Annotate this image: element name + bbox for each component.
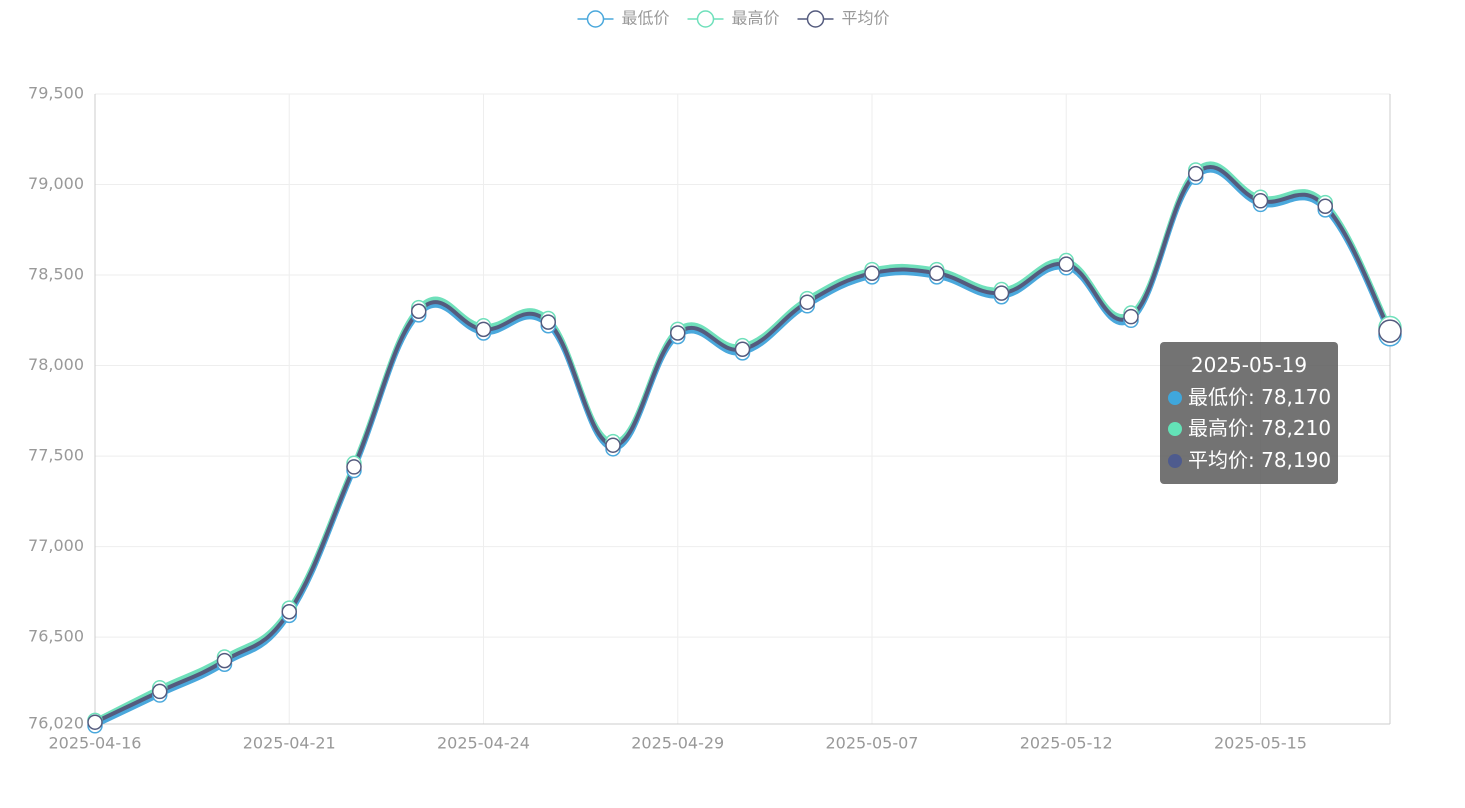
tooltip-text: 最低价: 78,170 bbox=[1188, 384, 1332, 409]
point bbox=[346, 459, 362, 475]
point bbox=[929, 265, 945, 281]
y-tick-label: 78,000 bbox=[28, 355, 84, 374]
series-line bbox=[94, 165, 1392, 724]
tooltip-dot bbox=[1168, 422, 1182, 436]
legend-label: 最高价 bbox=[732, 9, 780, 28]
point bbox=[152, 683, 168, 700]
tooltip: 2025-05-19 最低价: 78,170 最高价: 78,210 平均价: 78,… bbox=[1160, 342, 1338, 484]
y-tick-label: 79,000 bbox=[28, 174, 84, 193]
point bbox=[605, 437, 621, 453]
point bbox=[216, 652, 233, 669]
tooltip-row: 平均价: 78,190 bbox=[1160, 445, 1338, 477]
x-tick-label: 2025-04-21 bbox=[243, 734, 336, 753]
x-tick-label: 2025-04-29 bbox=[631, 734, 724, 753]
y-tick-label: 77,000 bbox=[28, 536, 84, 555]
point bbox=[734, 341, 751, 358]
point bbox=[475, 321, 492, 338]
point bbox=[540, 314, 556, 330]
point bbox=[87, 714, 103, 730]
legend-label: 平均价 bbox=[842, 9, 890, 28]
point bbox=[1058, 256, 1074, 272]
x-tick-label: 2025-05-15 bbox=[1214, 734, 1307, 753]
tooltip-dot bbox=[1168, 390, 1182, 405]
point bbox=[1317, 198, 1333, 214]
tooltip-row: 最低价: 78,170 bbox=[1160, 382, 1338, 414]
point bbox=[281, 604, 297, 620]
x-tick-label: 2025-04-16 bbox=[49, 734, 142, 753]
point bbox=[1252, 193, 1269, 209]
point bbox=[1378, 319, 1402, 343]
x-tick-label: 2025-05-12 bbox=[1020, 734, 1113, 753]
y-tick-label: 76,500 bbox=[28, 627, 84, 646]
point bbox=[1123, 308, 1139, 325]
tooltip-text: 最高价: 78,210 bbox=[1188, 416, 1332, 440]
legend-marker bbox=[696, 10, 715, 28]
point bbox=[993, 285, 1010, 301]
x-tick-label: 2025-04-24 bbox=[437, 734, 530, 753]
tooltip-row: 最高价: 78,210 bbox=[1160, 413, 1338, 445]
x-tick-label: 2025-05-07 bbox=[826, 734, 919, 753]
y-tick-label: 78,500 bbox=[28, 265, 84, 284]
point bbox=[670, 325, 686, 341]
y-tick-label: 79,500 bbox=[28, 84, 84, 103]
point bbox=[1188, 165, 1204, 182]
y-tick-label: 77,500 bbox=[28, 446, 84, 465]
point bbox=[799, 294, 815, 310]
point bbox=[411, 303, 427, 319]
point bbox=[864, 265, 880, 281]
legend-label: 最低价 bbox=[622, 9, 670, 28]
legend-marker bbox=[806, 10, 825, 28]
tooltip-title: 2025-05-19 bbox=[1190, 353, 1308, 377]
legend-marker bbox=[586, 10, 605, 28]
tooltip-dot bbox=[1168, 453, 1182, 468]
tooltip-text: 平均价: 78,190 bbox=[1188, 447, 1332, 472]
y-tick-label: 76,020 bbox=[28, 714, 84, 733]
